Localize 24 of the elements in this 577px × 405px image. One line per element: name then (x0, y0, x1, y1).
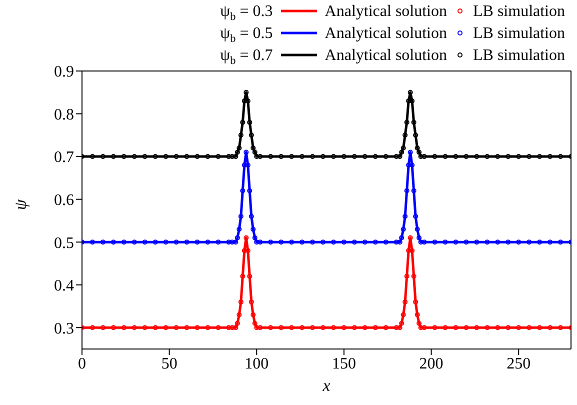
text: ψ$_{b}$ = 0.7 (220, 46, 273, 67)
x-tick-label: 150 (332, 355, 356, 372)
x-tick-label: 200 (419, 355, 444, 372)
y-tick-label: 0.6 (54, 192, 74, 209)
legend-label: LB simulation (473, 24, 565, 44)
y-tick-label: 0.3 (54, 320, 74, 338)
legend-label: Analytical solution (324, 46, 447, 66)
y-tick-label: 0.7 (54, 149, 74, 166)
x-tick-label: 250 (506, 355, 531, 372)
y-tick-label: 0.4 (54, 278, 74, 295)
y-tick-label: 0.5 (54, 234, 74, 252)
text: ψ$_{b}$ = 0.5 (220, 24, 273, 45)
legend-label: LB simulation (473, 46, 565, 66)
y-tick-label: 0.8 (54, 106, 74, 124)
legend-label: LB simulation (473, 2, 565, 22)
text: ψ$_{b}$ = 0.3 (220, 2, 273, 23)
x-tick-label: 100 (244, 355, 269, 372)
legend-label: Analytical solution (324, 2, 447, 22)
legend-label: Analytical solution (324, 24, 447, 44)
x-axis-title: x (322, 376, 331, 395)
x-tick-label: 0 (78, 355, 86, 372)
x-tick-label: 50 (161, 355, 178, 372)
y-axis-title: ψ (11, 199, 30, 210)
y-tick-label: 0.9 (54, 64, 74, 81)
